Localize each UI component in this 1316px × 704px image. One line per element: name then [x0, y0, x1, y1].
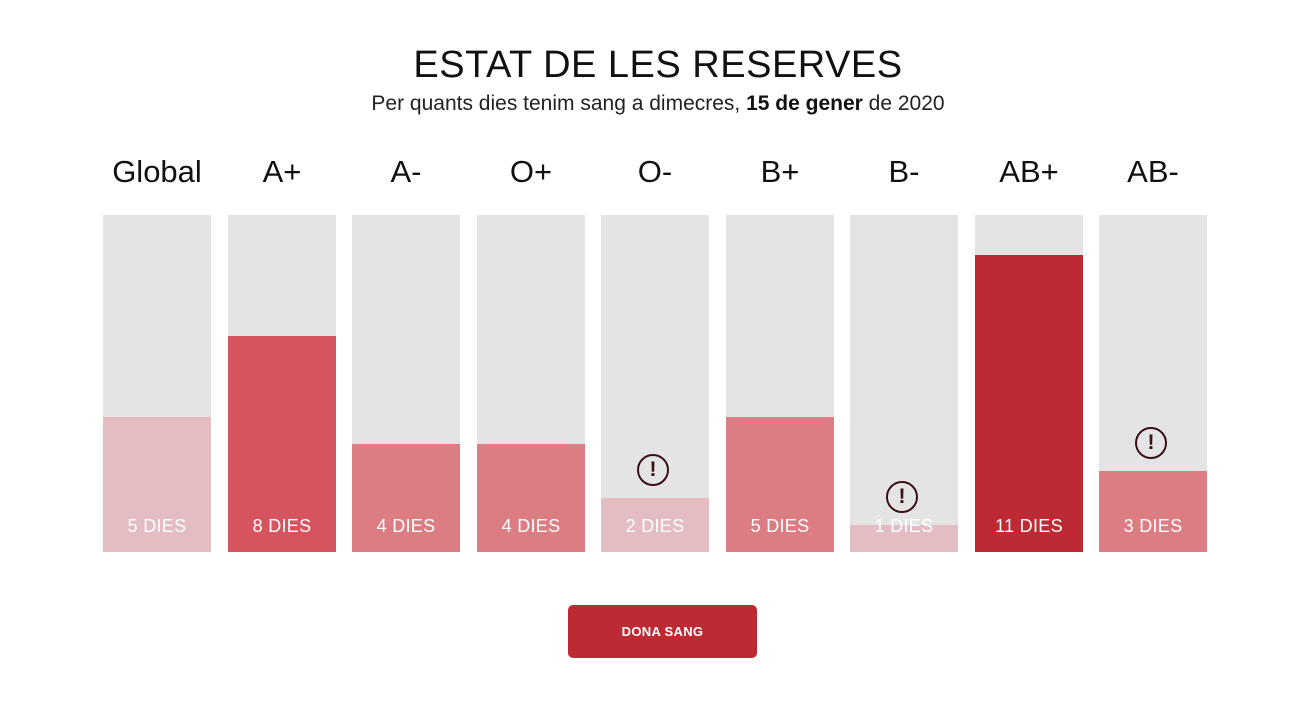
bar-track: 11 DIES — [975, 215, 1083, 552]
bar-track: 5 DIES — [103, 215, 211, 552]
category-label: Global — [112, 154, 202, 189]
bar-value-label: 4 DIES — [501, 516, 561, 536]
category-label: O+ — [509, 154, 553, 189]
bar-value-label: 5 DIES — [750, 516, 810, 536]
bar-value-label: 8 DIES — [252, 516, 312, 536]
category-label: A+ — [262, 154, 302, 189]
subtitle-prefix: Per quants dies tenim sang a dimecres, — [371, 92, 747, 115]
bar-track: 2 DIES! — [601, 215, 709, 552]
exclamation-circle-icon: ! — [637, 454, 669, 486]
bar-track: 8 DIES — [228, 215, 336, 552]
donate-blood-button[interactable]: DONA SANG — [568, 605, 757, 658]
bar — [103, 417, 211, 552]
category-label: AB+ — [999, 154, 1059, 189]
bar — [477, 444, 585, 552]
category-label: B- — [888, 154, 920, 189]
bar — [850, 525, 958, 552]
bar-track: 5 DIES — [726, 215, 834, 552]
bar-value-label: 11 DIES — [995, 516, 1063, 536]
subtitle-suffix: de 2020 — [862, 92, 945, 115]
bar-track: 1 DIES! — [850, 215, 958, 552]
category-label: AB- — [1127, 154, 1179, 189]
bar — [726, 417, 834, 552]
category-label: A- — [390, 154, 422, 189]
bar-value-label: 5 DIES — [127, 516, 187, 536]
exclamation-circle-icon: ! — [886, 481, 918, 513]
bar — [601, 498, 709, 552]
bar-value-label: 1 DIES — [874, 516, 934, 536]
bar — [975, 255, 1083, 552]
category-label: B+ — [760, 154, 800, 189]
bar-track: 4 DIES — [352, 215, 460, 552]
bar-track: 3 DIES! — [1099, 215, 1207, 552]
bar-value-label: 4 DIES — [376, 516, 436, 536]
bar — [352, 444, 460, 552]
bar — [1099, 471, 1207, 552]
chart-title: ESTAT DE LES RESERVES — [413, 44, 903, 86]
subtitle-date: 15 de gener — [746, 92, 863, 115]
bar-value-label: 3 DIES — [1123, 516, 1183, 536]
category-label: O- — [637, 154, 673, 189]
bar-value-label: 2 DIES — [625, 516, 685, 536]
exclamation-circle-icon: ! — [1135, 427, 1167, 459]
bar — [228, 336, 336, 552]
chart-subtitle: Per quants dies tenim sang a dimecres, 1… — [0, 92, 1316, 116]
bar-track: 4 DIES — [477, 215, 585, 552]
blood-reserves-chart: Global 5 DIES A+ 8 DIES A- 4 DIES O+ 4 DIES O- 2 … — [103, 154, 1207, 552]
